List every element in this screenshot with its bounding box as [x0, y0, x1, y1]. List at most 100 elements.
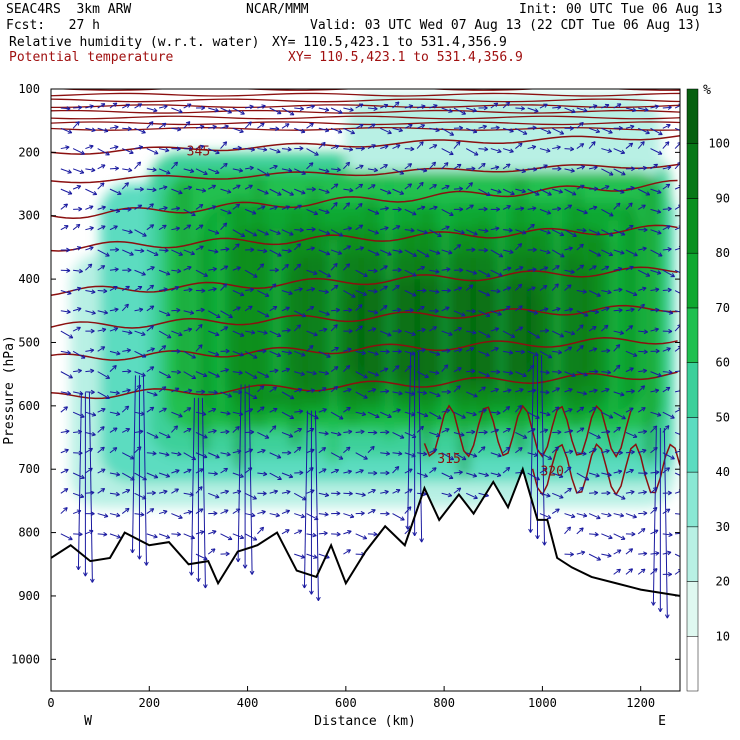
wind-arrowhead: [520, 243, 523, 248]
wind-arrow: [244, 448, 253, 454]
wind-arrowhead: [79, 496, 84, 499]
wind-arrowhead: [606, 450, 610, 454]
rh-streak: [496, 197, 507, 392]
wind-arrowhead: [349, 187, 354, 192]
wind-arrow: [404, 249, 417, 257]
wind-arrowhead: [373, 291, 378, 294]
wind-arrowhead: [659, 150, 663, 155]
wind-arrowhead: [198, 344, 203, 347]
wind-arrowhead: [266, 434, 270, 439]
wind-arrowhead: [520, 326, 524, 331]
wind-arrowhead: [647, 272, 651, 277]
wind-arrowhead: [176, 388, 180, 392]
wind-arrow: [122, 452, 135, 460]
wind-arrow: [146, 432, 159, 439]
wind-arrowhead: [348, 162, 351, 167]
wind-arrow: [638, 512, 648, 515]
wind-arrowhead: [259, 526, 264, 529]
wind-arrow: [490, 249, 503, 258]
wind-arrowhead: [643, 331, 648, 335]
wind-arrowhead: [77, 566, 81, 571]
wind-arrow: [601, 229, 614, 237]
wind-arrowhead: [594, 186, 599, 190]
wind-arrow: [601, 127, 613, 134]
wind-arrow: [552, 350, 562, 354]
wind-arrow: [257, 290, 270, 297]
wind-arrowhead: [188, 287, 193, 290]
wind-arrowhead: [386, 451, 391, 455]
wind-arrowhead: [592, 205, 598, 208]
wind-arrowhead: [114, 102, 118, 107]
wind-arrowhead: [644, 109, 649, 112]
wind-arrowhead: [140, 250, 145, 254]
wind-arrowhead: [643, 351, 648, 355]
wind-arrowhead: [236, 266, 241, 268]
wind-arrowhead: [63, 507, 68, 510]
wind-arrowhead: [463, 455, 467, 460]
wind-arrowhead: [586, 476, 590, 481]
wind-arrowhead: [653, 446, 658, 449]
wind-arrow: [417, 391, 427, 394]
wind-arrow: [441, 472, 454, 479]
wind-arrowhead: [594, 371, 599, 374]
wind-arrowhead: [153, 110, 158, 113]
wind-arrow: [625, 325, 633, 332]
wind-arrow: [502, 446, 511, 454]
wind-arrowhead: [554, 406, 560, 409]
wind-arrowhead: [161, 386, 166, 388]
wind-arrow: [539, 452, 552, 460]
wind-arrowhead: [254, 354, 258, 359]
wind-arrowhead: [421, 182, 424, 187]
wind-arrowhead: [213, 530, 217, 535]
wind-arrow: [318, 269, 331, 278]
wind-arrow: [625, 308, 635, 312]
wind-arrowhead: [63, 203, 68, 206]
wind-arrow: [429, 467, 437, 474]
wind-arrowhead: [173, 425, 178, 428]
wind-arrow: [613, 309, 623, 312]
wind-arrowhead: [163, 206, 168, 209]
wind-arrowhead: [153, 536, 158, 539]
wind-arrowhead: [591, 141, 596, 144]
wind-arrowhead: [582, 291, 587, 294]
wind-arrowhead: [567, 284, 572, 287]
wind-arrow: [441, 330, 453, 336]
wind-arrowhead: [460, 232, 465, 235]
wind-arrowhead: [201, 190, 206, 193]
wind-arrowhead: [115, 249, 120, 253]
wind-arrowhead: [116, 471, 121, 476]
wind-arrow: [97, 164, 106, 170]
wind-arrowhead: [77, 286, 82, 289]
wind-arrow: [208, 107, 219, 112]
wind-arrowhead: [459, 188, 463, 192]
wind-arrowhead: [324, 433, 329, 436]
wind-arrowhead: [200, 125, 205, 130]
wind-arrowhead: [607, 474, 612, 477]
wind-arrow: [564, 408, 573, 413]
wind-arrow: [478, 162, 486, 170]
wind-arrowhead: [185, 121, 190, 124]
wind-arrow: [515, 266, 524, 271]
wind-arrowhead: [394, 101, 400, 104]
wind-arrow: [183, 186, 192, 190]
wind-arrow: [478, 148, 488, 151]
wind-arrowhead: [301, 513, 306, 518]
wind-arrow: [539, 411, 551, 416]
wind-arrow: [564, 450, 573, 454]
wind-arrowhead: [458, 367, 462, 372]
wind-arrow: [527, 168, 538, 171]
wind-arrowhead: [505, 446, 510, 449]
wind-arrowhead: [251, 515, 256, 518]
wind-arrowhead: [458, 470, 463, 473]
wind-arrowhead: [668, 328, 673, 332]
wind-arrow: [416, 181, 424, 190]
wind-arrow: [466, 330, 477, 334]
wind-arrow: [551, 249, 565, 258]
wind-arrow: [208, 472, 218, 475]
wind-arrow: [158, 345, 167, 352]
wind-arrowhead: [216, 373, 220, 378]
wind-arrow: [97, 249, 110, 257]
wind-arrowhead: [413, 292, 417, 297]
wind-arrow: [638, 287, 647, 291]
wind-arrow: [183, 103, 192, 109]
